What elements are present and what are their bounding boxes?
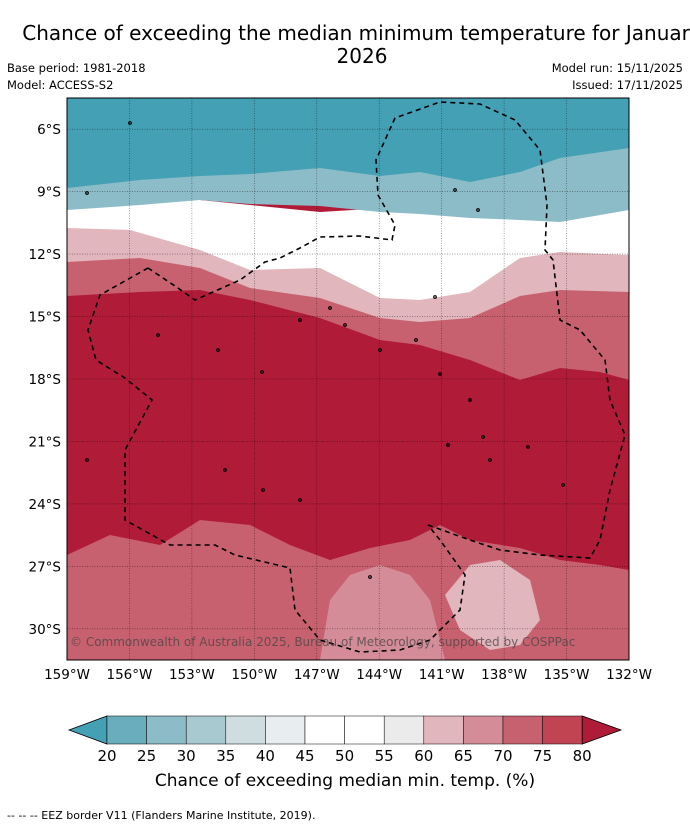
- model-name: Model: ACCESS-S2: [7, 78, 114, 92]
- colorbar-swatch: [463, 715, 504, 745]
- colorbar-tick-label: 20: [97, 747, 116, 765]
- colorbar-swatch: [423, 715, 464, 745]
- probability-zone-low: [67, 98, 629, 190]
- island-marker: [328, 306, 332, 310]
- island-marker: [446, 443, 450, 447]
- island-marker: [343, 323, 347, 327]
- colorbar-tick-label: 55: [375, 747, 394, 765]
- lon-label: 156°W: [107, 667, 153, 683]
- colorbar-tick-label: 70: [493, 747, 512, 765]
- colorbar-tick-label: 40: [256, 747, 275, 765]
- island-marker: [156, 333, 160, 337]
- forecast-map: © Commonwealth of Australia 2025, Bureau…: [29, 97, 652, 683]
- map-frame: [66, 97, 630, 661]
- base-period: Base period: 1981-2018: [7, 61, 146, 75]
- colorbar-tick-label: 30: [177, 747, 196, 765]
- colorbar-tick-label: 45: [295, 747, 314, 765]
- issued-date: Issued: 17/11/2025: [572, 78, 683, 92]
- lon-label: 132°W: [606, 667, 652, 683]
- probability-zone-moderate: [67, 228, 629, 326]
- island-marker: [414, 338, 418, 342]
- lat-label: 9°S: [37, 185, 61, 201]
- lat-label: 27°S: [29, 559, 62, 575]
- colorbar-swatch: [344, 715, 385, 745]
- pacific-islands: [85, 121, 565, 579]
- map-area: © Commonwealth of Australia 2025, Bureau…: [67, 98, 629, 660]
- island-marker: [453, 188, 457, 192]
- probability-zone-moderate-south-inner: [320, 565, 445, 660]
- lat-label: 30°S: [29, 622, 62, 638]
- island-marker: [433, 295, 437, 299]
- eez-legend-note: -- -- -- EEZ border V11 (Flanders Marine…: [7, 809, 316, 822]
- lon-label: 150°W: [231, 667, 277, 683]
- island-marker: [298, 318, 302, 322]
- colorbar-extend-high: [581, 715, 623, 745]
- lon-label: 147°W: [294, 667, 340, 683]
- lon-label: 141°W: [419, 667, 465, 683]
- map-title: Chance of exceeding the median minimum t…: [22, 21, 690, 68]
- island-marker: [85, 458, 89, 462]
- lat-label: 18°S: [29, 372, 62, 388]
- map-gridlines: [67, 98, 629, 660]
- probability-zone-below-normal: [67, 148, 629, 222]
- meta-right: Model run: 15/11/2025 Issued: 17/11/2025: [552, 61, 683, 95]
- probability-zone-elevated: [67, 258, 629, 380]
- island-marker: [476, 208, 480, 212]
- colorbar-swatches: [67, 715, 623, 745]
- island-marker: [260, 370, 264, 374]
- island-marker: [468, 398, 472, 402]
- lat-label: 15°S: [29, 310, 62, 326]
- copyright-notice: © Commonwealth of Australia 2025, Bureau…: [70, 635, 575, 649]
- island-marker: [481, 435, 485, 439]
- island-marker: [85, 191, 89, 195]
- colorbar-swatch: [185, 715, 227, 745]
- colorbar-swatch: [225, 715, 266, 745]
- colorbar-tick-label: 80: [573, 747, 592, 765]
- colorbar-title: Chance of exceeding median min. temp. (%…: [154, 771, 536, 791]
- lon-label: 159°W: [44, 667, 90, 683]
- colorbar: 20 25 30 35 40 45 50 55 60 65 70 75 80: [67, 715, 623, 765]
- island-marker: [378, 348, 382, 352]
- colorbar-swatch: [383, 715, 425, 745]
- colorbar-swatch: [502, 715, 543, 745]
- island-marker: [438, 372, 442, 376]
- meta-left: Base period: 1981-2018 Model: ACCESS-S2: [7, 61, 146, 95]
- island-marker: [488, 458, 492, 462]
- island-marker: [261, 488, 265, 492]
- lat-label: 12°S: [29, 247, 62, 263]
- colorbar-swatch: [106, 715, 147, 745]
- colorbar-tick-label: 35: [216, 747, 235, 765]
- colorbar-extend-low: [67, 715, 108, 745]
- colorbar-tick-label: 75: [533, 747, 552, 765]
- island-marker: [223, 468, 227, 472]
- model-run: Model run: 15/11/2025: [551, 61, 683, 75]
- island-marker: [561, 483, 565, 487]
- colorbar-swatch: [304, 715, 345, 745]
- colorbar-swatch: [542, 715, 583, 745]
- colorbar-tick-label: 25: [137, 747, 156, 765]
- island-marker: [216, 348, 220, 352]
- lat-label: 21°S: [29, 434, 62, 450]
- colorbar-ticks: 20 25 30 35 40 45 50 55 60 65 70 75 80: [97, 747, 591, 765]
- colorbar-swatch: [265, 715, 306, 745]
- colorbar-tick-label: 60: [414, 747, 433, 765]
- lat-label: 6°S: [37, 122, 61, 138]
- colorbar-tick-label: 50: [335, 747, 354, 765]
- lon-label: 135°W: [544, 667, 590, 683]
- lat-label: 24°S: [29, 497, 62, 513]
- island-marker: [526, 445, 530, 449]
- lon-label: 138°W: [481, 667, 527, 683]
- lon-label: 144°W: [356, 667, 402, 683]
- latitude-labels: 6°S 9°S 12°S 15°S 18°S 21°S 24°S 27°S 30°S: [29, 122, 62, 638]
- probability-zone-moderate-east: [445, 560, 540, 650]
- island-marker: [368, 575, 372, 579]
- island-marker: [298, 498, 302, 502]
- colorbar-tick-label: 65: [454, 747, 473, 765]
- island-marker: [128, 121, 132, 125]
- colorbar-swatch: [146, 715, 187, 745]
- longitude-labels: 159°W 156°W 153°W 150°W 147°W 144°W 141°W 138°W…: [44, 667, 652, 683]
- lon-label: 153°W: [169, 667, 215, 683]
